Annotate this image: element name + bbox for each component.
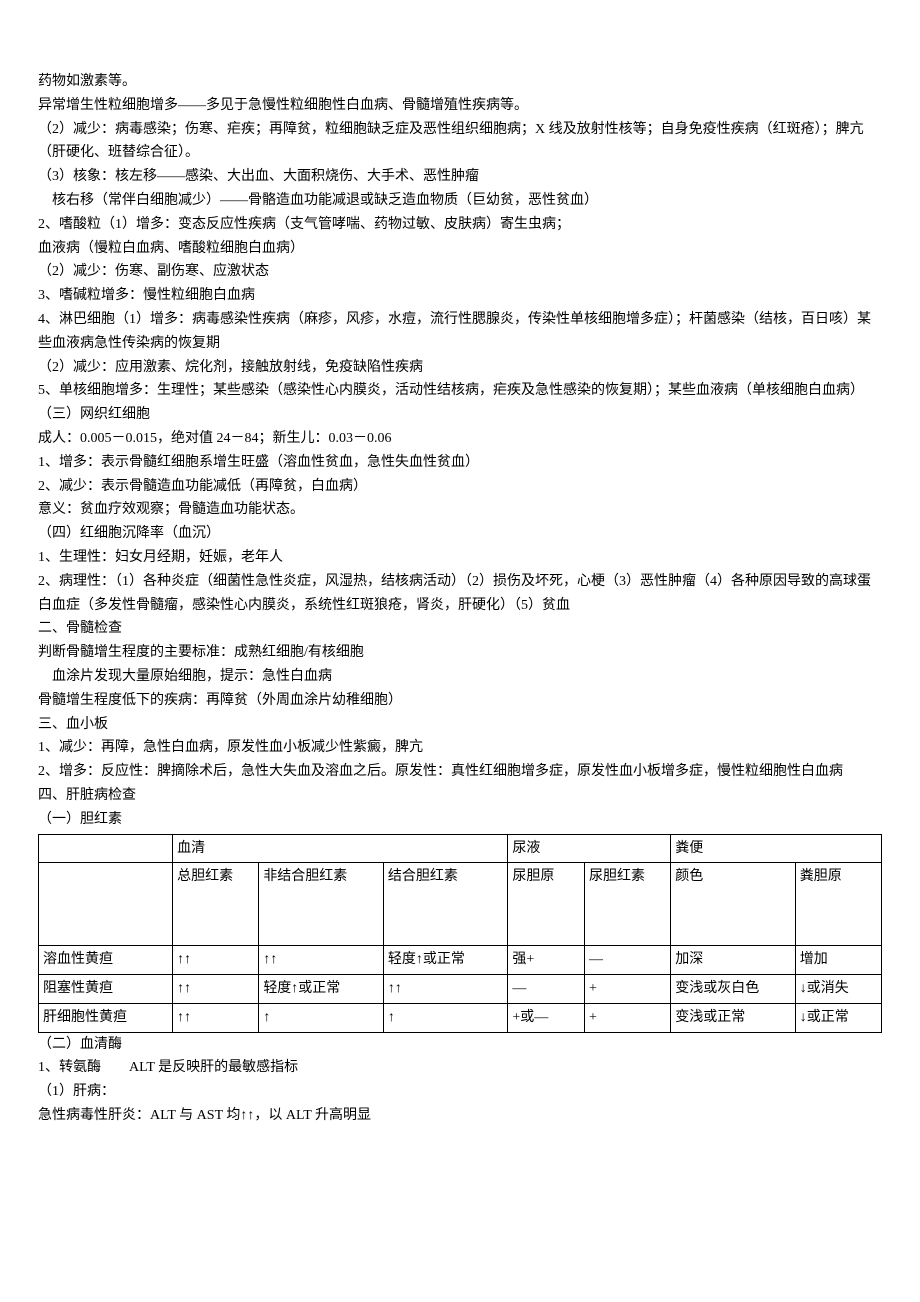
table-cell: 加深: [671, 946, 796, 975]
table-header: 粪便: [671, 834, 882, 863]
table-cell: ↑↑: [173, 975, 259, 1004]
table-cell: —: [585, 946, 671, 975]
table-cell: ↑↑: [383, 975, 508, 1004]
table-header: 颜色: [671, 863, 796, 946]
body-text: （2）减少：应用激素、烷化剂，接触放射线，免疫缺陷性疾病: [38, 356, 882, 380]
body-text: 异常增生性粒细胞增多——多见于急慢性粒细胞性白血病、骨髓增殖性疾病等。: [38, 94, 882, 118]
table-header: [39, 863, 173, 946]
body-text: 二、骨髓检查: [38, 617, 882, 641]
table-cell: 轻度↑或正常: [259, 975, 384, 1004]
table-header: 结合胆红素: [383, 863, 508, 946]
table-row: 阻塞性黄疸↑↑轻度↑或正常↑↑—+变浅或灰白色↓或消失: [39, 975, 882, 1004]
table-cell: 增加: [795, 946, 881, 975]
table-cell: +: [585, 1003, 671, 1032]
body-text: （一）胆红素: [38, 808, 882, 832]
table-header: 非结合胆红素: [259, 863, 384, 946]
body-text: 2、病理性：（1）各种炎症（细菌性急性炎症，风湿热，结核病活动）（2）损伤及坏死…: [38, 570, 882, 618]
table-cell: ↑↑: [173, 1003, 259, 1032]
body-text: （1）肝病：: [38, 1080, 882, 1104]
body-text: 判断骨髓增生程度的主要标准：成熟红细胞/有核细胞: [38, 641, 882, 665]
table-cell: ↑: [383, 1003, 508, 1032]
body-text: 5、单核细胞增多：生理性；某些感染（感染性心内膜炎，活动性结核病，疟疾及急性感染…: [38, 379, 882, 403]
body-text: 1、增多：表示骨髓红细胞系增生旺盛（溶血性贫血，急性失血性贫血）: [38, 451, 882, 475]
body-text: （四）红细胞沉降率（血沉）: [38, 522, 882, 546]
table-cell: ↑↑: [259, 946, 384, 975]
body-text: （三）网织红细胞: [38, 403, 882, 427]
body-text: 2、减少：表示骨髓造血功能减低（再障贫，白血病）: [38, 475, 882, 499]
body-text: 骨髓增生程度低下的疾病：再障贫（外周血涂片幼稚细胞）: [38, 689, 882, 713]
body-text: 核右移（常伴白细胞减少）——骨骼造血功能减退或缺乏造血物质（巨幼贫，恶性贫血）: [38, 189, 882, 213]
table-header: 粪胆原: [795, 863, 881, 946]
table-header: 血清: [173, 834, 508, 863]
body-text: 药物如激素等。: [38, 70, 882, 94]
table-cell: ↑: [259, 1003, 384, 1032]
body-text: （3）核象：核左移——感染、大出血、大面积烧伤、大手术、恶性肿瘤: [38, 165, 882, 189]
body-text: 1、生理性：妇女月经期，妊娠，老年人: [38, 546, 882, 570]
table-cell: 变浅或灰白色: [671, 975, 796, 1004]
body-text: 意义：贫血疗效观察；骨髓造血功能状态。: [38, 498, 882, 522]
table-cell: 阻塞性黄疸: [39, 975, 173, 1004]
body-text: 成人：0.005－0.015，绝对值 24－84；新生儿：0.03－0.06: [38, 427, 882, 451]
table-cell: —: [508, 975, 585, 1004]
body-text: 四、肝脏病检查: [38, 784, 882, 808]
table-cell: 变浅或正常: [671, 1003, 796, 1032]
table-cell: ↓或消失: [795, 975, 881, 1004]
table-header: [39, 834, 173, 863]
body-text: 1、转氨酶 ALT 是反映肝的最敏感指标: [38, 1056, 882, 1080]
body-text: 2、嗜酸粒（1）增多：变态反应性疾病（支气管哮喘、药物过敏、皮肤病）寄生虫病；: [38, 213, 882, 237]
table-row: 肝细胞性黄疸↑↑↑↑+或—+变浅或正常↓或正常: [39, 1003, 882, 1032]
body-text: （二）血清酶: [38, 1033, 882, 1057]
body-text: 1、减少：再障，急性白血病，原发性血小板减少性紫癜，脾亢: [38, 736, 882, 760]
table-cell: 强+: [508, 946, 585, 975]
table-header: 尿胆红素: [585, 863, 671, 946]
body-text: （2）减少：病毒感染；伤寒、疟疾；再障贫，粒细胞缺乏症及恶性组织细胞病；X 线及…: [38, 118, 882, 166]
table-cell: ↑↑: [173, 946, 259, 975]
table-header: 总胆红素: [173, 863, 259, 946]
body-text: 血液病（慢粒白血病、嗜酸粒细胞白血病）: [38, 237, 882, 261]
table-cell: 轻度↑或正常: [383, 946, 508, 975]
table-cell: 肝细胞性黄疸: [39, 1003, 173, 1032]
body-text: 三、血小板: [38, 713, 882, 737]
body-text: 4、淋巴细胞（1）增多：病毒感染性疾病（麻疹，风疹，水痘，流行性腮腺炎，传染性单…: [38, 308, 882, 356]
table-cell: +: [585, 975, 671, 1004]
body-text: 2、增多：反应性：脾摘除术后，急性大失血及溶血之后。原发性：真性红细胞增多症，原…: [38, 760, 882, 784]
table-cell: 溶血性黄疸: [39, 946, 173, 975]
table-cell: +或—: [508, 1003, 585, 1032]
table-header: 尿胆原: [508, 863, 585, 946]
body-text: 3、嗜碱粒增多：慢性粒细胞白血病: [38, 284, 882, 308]
table-cell: ↓或正常: [795, 1003, 881, 1032]
body-text: （2）减少：伤寒、副伤寒、应激状态: [38, 260, 882, 284]
body-text: 急性病毒性肝炎：ALT 与 AST 均↑↑，以 ALT 升高明显: [38, 1104, 882, 1128]
table-row: 溶血性黄疸↑↑↑↑轻度↑或正常强+—加深增加: [39, 946, 882, 975]
bilirubin-table: 血清尿液粪便总胆红素非结合胆红素结合胆红素尿胆原尿胆红素颜色粪胆原溶血性黄疸↑↑…: [38, 834, 882, 1033]
body-text: 血涂片发现大量原始细胞，提示：急性白血病: [38, 665, 882, 689]
table-header: 尿液: [508, 834, 671, 863]
